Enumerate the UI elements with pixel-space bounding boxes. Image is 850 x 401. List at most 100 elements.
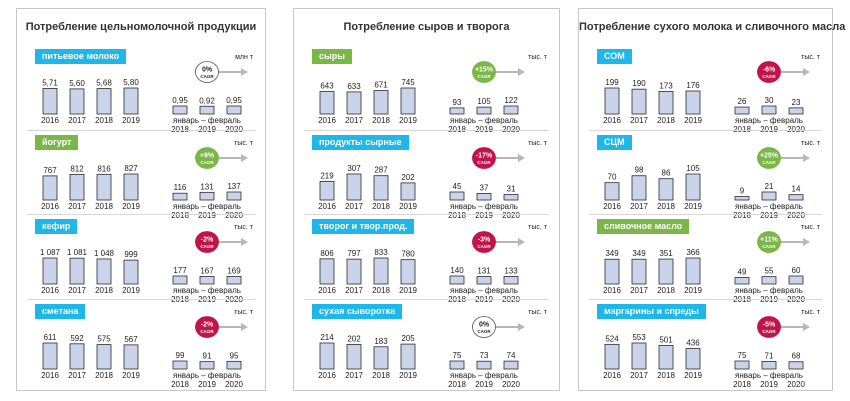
period-range-label: январь – февраль — [450, 286, 518, 295]
period-value-label: 131 — [477, 267, 491, 276]
period-value-label: 137 — [227, 182, 241, 191]
annual-bar — [319, 181, 335, 201]
cagr-badge — [757, 231, 781, 253]
annual-value-label: 5,71 — [42, 78, 58, 87]
chart-block: маргарины и спреды тыс. т 524 2016 553 2017 50… — [591, 304, 822, 389]
annual-year-label: 2017 — [630, 116, 648, 125]
block-separator — [589, 299, 822, 300]
panel-1: Потребление цельномолочной продукции пить… — [16, 8, 266, 391]
period-bar — [449, 191, 465, 201]
annual-year-label: 2018 — [372, 286, 390, 295]
cagr-caption: CAGR — [762, 244, 776, 249]
annual-value-label: 567 — [124, 335, 138, 344]
period-value-label: 37 — [480, 183, 489, 192]
period-bar — [788, 361, 804, 370]
cagr-value: +9% — [200, 153, 215, 160]
period-year-label: 2020 — [225, 125, 243, 134]
block-separator — [304, 214, 549, 215]
unit-label: тыс. т — [528, 224, 547, 231]
arrow-head-icon — [518, 238, 525, 246]
annual-year-label: 2019 — [399, 116, 417, 125]
period-value-label: 95 — [230, 351, 239, 360]
period-value-label: 68 — [792, 352, 801, 361]
period-year-label: 2020 — [787, 125, 805, 134]
period-year-label: 2018 — [448, 380, 466, 389]
annual-value-label: 553 — [632, 333, 646, 342]
annual-value-label: 70 — [608, 173, 617, 182]
period-bar — [503, 360, 519, 370]
cagr-caption: CAGR — [477, 244, 491, 249]
period-bar — [226, 275, 242, 285]
annual-value-label: 436 — [686, 339, 700, 348]
product-label: питьевое молоко — [35, 49, 127, 64]
period-bar — [788, 107, 804, 115]
annual-bar — [604, 343, 620, 370]
product-label: маргарины и спреды — [597, 304, 706, 319]
product-label: СОМ — [597, 49, 632, 64]
annual-bar — [346, 344, 362, 370]
annual-year-label: 2018 — [372, 202, 390, 211]
annual-value-label: 780 — [401, 250, 415, 259]
cagr-value: -17% — [476, 153, 493, 160]
annual-value-label: 287 — [374, 166, 388, 175]
cagr-caption: CAGR — [477, 74, 491, 79]
annual-year-label: 2016 — [603, 202, 621, 211]
block-separator — [304, 299, 549, 300]
period-year-label: 2020 — [225, 380, 243, 389]
period-year-label: 2018 — [733, 211, 751, 220]
period-value-label: 140 — [450, 266, 464, 275]
period-value-label: 14 — [792, 185, 801, 194]
panel-3: Потребление сухого молока и сливочного м… — [578, 8, 845, 391]
period-range-label: январь – февраль — [450, 116, 518, 125]
chart-block: питьевое молоко млн т 5,71 2016 5,60 2017 5,68… — [29, 49, 255, 134]
block-separator — [589, 214, 822, 215]
period-bar — [172, 275, 188, 285]
period-bar — [734, 360, 750, 370]
unit-label: тыс. т — [234, 140, 253, 147]
annual-year-label: 2018 — [657, 371, 675, 380]
cagr-badge — [195, 316, 219, 338]
unit-label: тыс. т — [801, 140, 820, 147]
cagr-caption: CAGR — [200, 160, 214, 165]
annual-bar — [123, 173, 139, 201]
period-bar — [226, 105, 242, 115]
panel-2: Потребление сыров и творога сыры тыс. т 643… — [293, 8, 560, 391]
annual-bar — [42, 257, 58, 285]
annual-value-label: 1 087 — [40, 248, 61, 257]
annual-value-label: 524 — [605, 334, 619, 343]
annual-value-label: 5,60 — [69, 79, 85, 88]
annual-year-label: 2017 — [345, 371, 363, 380]
annual-year-label: 2016 — [41, 286, 59, 295]
cagr-value: -6% — [763, 67, 776, 74]
period-bar — [734, 106, 750, 115]
annual-bar — [42, 175, 58, 201]
annual-bar — [346, 173, 362, 201]
annual-value-label: 205 — [401, 334, 415, 343]
annual-bar — [96, 173, 112, 201]
annual-value-label: 202 — [347, 334, 361, 343]
period-year-label: 2019 — [475, 380, 493, 389]
annual-bar — [96, 258, 112, 285]
chart-block: сливочное масло тыс. т 349 2016 349 2017 351 20… — [591, 219, 822, 304]
unit-label: тыс. т — [801, 54, 820, 61]
period-value-label: 116 — [174, 183, 187, 192]
annual-value-label: 833 — [374, 248, 388, 257]
product-label: творог и твор.прод. — [312, 219, 415, 234]
annual-year-label: 2018 — [372, 116, 390, 125]
annual-year-label: 2018 — [95, 286, 113, 295]
period-bar — [172, 360, 188, 370]
annual-year-label: 2019 — [122, 116, 140, 125]
product-label: сухая сыворотка — [312, 304, 403, 319]
period-year-label: 2018 — [171, 211, 189, 220]
annual-year-label: 2018 — [95, 371, 113, 380]
period-value-label: 122 — [504, 96, 518, 105]
annual-value-label: 643 — [320, 82, 334, 91]
cagr-badge — [472, 147, 496, 169]
unit-label: млн т — [235, 54, 253, 61]
period-year-label: 2019 — [198, 125, 216, 134]
bar-chart: 3492016349201735120183662019492018552019… — [603, 231, 810, 304]
annual-bar — [400, 343, 416, 370]
cagr-badge — [472, 231, 496, 253]
period-range-label: январь – февраль — [173, 371, 241, 380]
